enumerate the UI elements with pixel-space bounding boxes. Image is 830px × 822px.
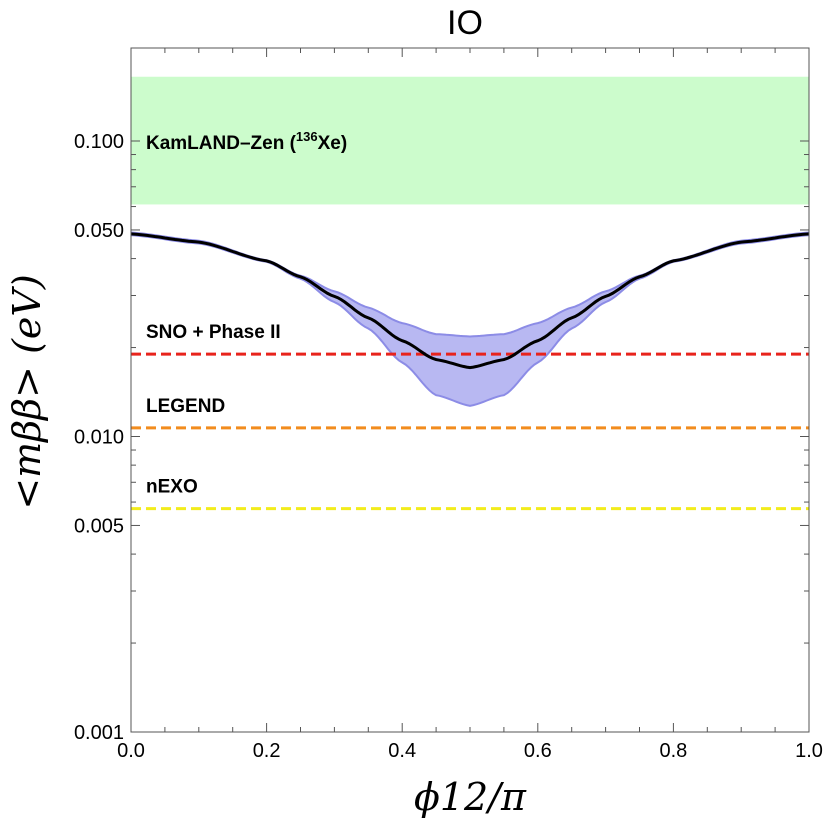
axes: 0.0 0.2 0.4 0.6 0.8 1.0 0.001 0.005 0.010 0.050 0.… [74, 47, 823, 762]
y-tick-label-2: 0.010 [74, 427, 124, 449]
y-tick-label-0: 0.001 [74, 722, 124, 744]
sensitivity-label-1: LEGEND [146, 396, 225, 417]
y-tick-label-1: 0.005 [74, 515, 124, 537]
x-tick-label-5: 1.0 [795, 740, 823, 762]
series-line-0 [130, 232, 810, 370]
kamland-band [131, 76, 809, 205]
x-tick-label-4: 0.8 [659, 740, 687, 762]
sensitivity-lines [131, 352, 809, 511]
y-tick-label-3: 0.050 [74, 220, 124, 242]
kamland-label: KamLAND–Zen (136Xe) [146, 129, 347, 154]
sensitivity-label-2: nEXO [146, 477, 198, 498]
x-tick-label-0: 0.0 [117, 740, 145, 762]
curve-layer [130, 232, 810, 370]
y-tick-label-4: 0.100 [74, 131, 124, 153]
sensitivity-label-0: SNO + Phase II [146, 322, 281, 343]
x-tick-label-3: 0.6 [524, 740, 552, 762]
labels: SNO + Phase II LEGEND nEXO KamLAND–Zen (136… [5, 4, 527, 819]
x-tick-label-2: 0.4 [388, 740, 416, 762]
x-axis-title: ϕ12/π [414, 775, 527, 819]
chart-title: IO [447, 4, 483, 42]
y-axis-title: <mββ> (eV) [5, 274, 49, 509]
uncertainty-band [131, 232, 809, 406]
x-tick-label-1: 0.2 [253, 740, 281, 762]
band-layer [130, 76, 810, 407]
band-upper-edge [130, 231, 810, 338]
